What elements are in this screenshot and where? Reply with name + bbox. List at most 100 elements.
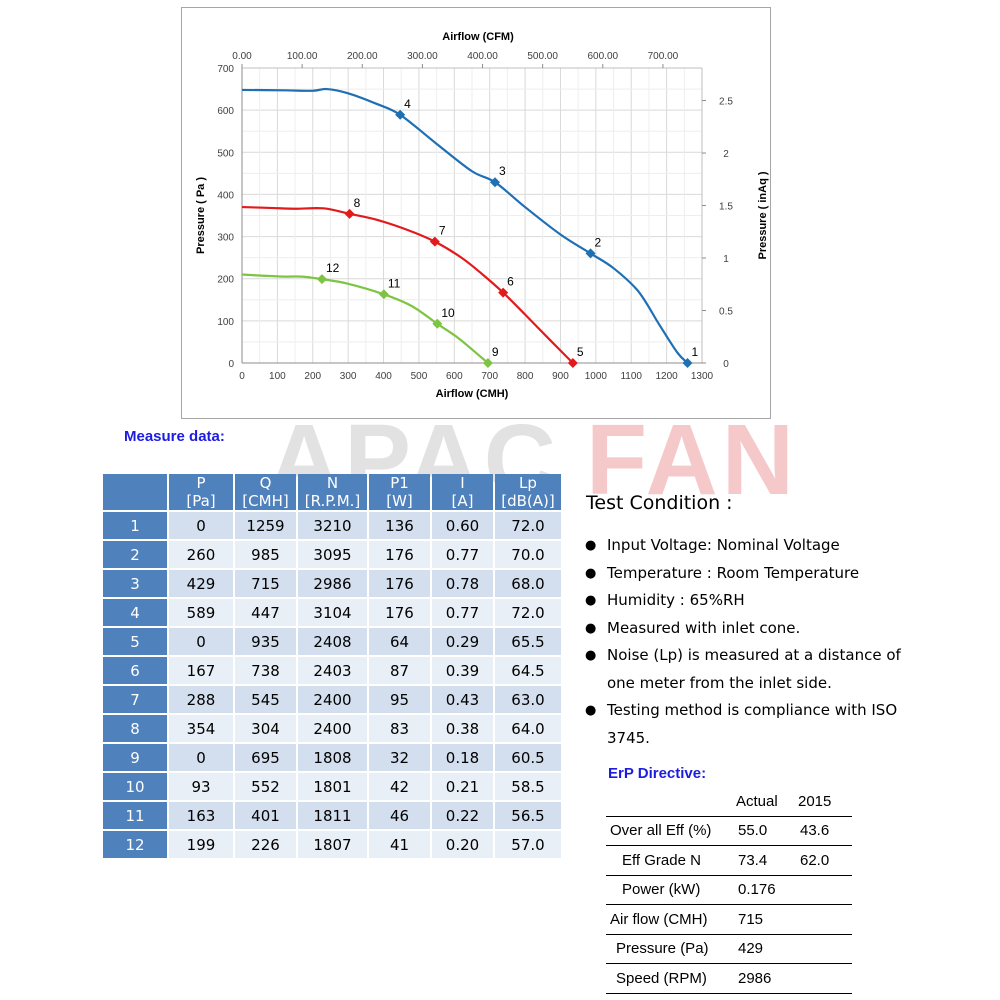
x2-axis-title: Airflow (CFM) — [442, 31, 514, 43]
x2-tick-label: 600.00 — [587, 51, 618, 62]
table-row: 2 260 985 3095 176 0.77 70.0 — [103, 541, 561, 568]
table-cell: 1808 — [298, 744, 367, 771]
erp-row-actual: 715 — [736, 904, 798, 935]
erp-row-label: Eff Grade N — [606, 845, 736, 876]
table-cell: 0.78 — [432, 570, 493, 597]
header-name: I — [460, 474, 465, 492]
table-cell: 935 — [235, 628, 296, 655]
erp-row-2015 — [798, 904, 852, 935]
x2-tick-label: 300.00 — [407, 51, 438, 62]
y2-tick-label: 2.5 — [719, 97, 733, 108]
erp-row: Air flow (CMH) 715 — [606, 904, 852, 935]
header-unit: [CMH] — [242, 492, 289, 510]
row-index-cell: 11 — [103, 802, 167, 829]
header-name: P — [196, 474, 206, 492]
measure-table-body: 1 0 1259 3210 136 0.60 72.0 2 260 985 3095 176 0.77 7… — [103, 512, 561, 858]
table-row: 10 93 552 1801 42 0.21 58.5 — [103, 773, 561, 800]
y-tick-label: 300 — [217, 233, 234, 244]
table-row: 4 589 447 3104 176 0.77 72.0 — [103, 599, 561, 626]
y2-tick-label: 1 — [723, 254, 729, 265]
table-cell: 176 — [369, 570, 430, 597]
y-axis-title: Pressure ( Pa ) — [195, 177, 207, 254]
x-tick-label: 900 — [552, 371, 569, 382]
data-point-label: 10 — [441, 306, 455, 320]
performance-chart: 0 100 200 300 400 500 600 700 800 900 1000 1100 1200… — [195, 31, 769, 400]
table-header-lp: Lp [dB(A)] — [495, 474, 561, 510]
erp-directive-title: ErP Directive: — [608, 765, 707, 782]
erp-table-body: Actual 2015 Over all Eff (%) 55.0 43.6 Eff … — [606, 787, 852, 994]
test-condition-item: Humidity : 65%RH — [585, 587, 905, 615]
header-name: N — [326, 474, 339, 492]
x2-tick-label: 700.00 — [648, 51, 679, 62]
table-cell: 0.60 — [432, 512, 493, 539]
erp-row-2015 — [798, 963, 852, 994]
table-row: 12 199 226 1807 41 0.20 57.0 — [103, 831, 561, 858]
y2-tick-label: 2 — [723, 149, 729, 160]
x-axis-title: Airflow (CMH) — [436, 388, 509, 400]
erp-row-label: Air flow (CMH) — [606, 904, 736, 935]
table-header-i: I [A] — [432, 474, 493, 510]
erp-row-2015: 62.0 — [798, 845, 852, 876]
header-name: Q — [259, 474, 272, 492]
table-cell: 401 — [235, 802, 296, 829]
table-cell: 72.0 — [495, 599, 561, 626]
erp-row: Pressure (Pa) 429 — [606, 934, 852, 964]
data-point-marker — [316, 274, 327, 285]
test-condition-item: Noise (Lp) is measured at a distance of … — [585, 642, 905, 697]
table-cell: 176 — [369, 541, 430, 568]
x-tick-label: 200 — [304, 371, 321, 382]
table-cell: 0.77 — [432, 599, 493, 626]
erp-row-actual: 55.0 — [736, 816, 798, 846]
y-tick-label: 700 — [217, 64, 234, 75]
table-cell: 0.20 — [432, 831, 493, 858]
erp-col-2015: 2015 — [798, 787, 852, 817]
y-tick-label: 500 — [217, 148, 234, 159]
erp-col-actual: Actual — [736, 787, 798, 817]
table-cell: 0.39 — [432, 657, 493, 684]
data-point-label: 6 — [507, 275, 514, 289]
erp-row-actual: 2986 — [736, 963, 798, 994]
y2-tick-label: 0 — [723, 359, 729, 370]
data-point-marker — [498, 287, 509, 298]
x-tick-label: 1300 — [691, 371, 714, 382]
table-cell: 0.38 — [432, 715, 493, 742]
data-point-marker — [585, 248, 596, 259]
table-row: 11 163 401 1811 46 0.22 56.5 — [103, 802, 561, 829]
table-cell: 0.77 — [432, 541, 493, 568]
test-condition-item: Measured with inlet cone. — [585, 615, 905, 643]
table-cell: 163 — [169, 802, 233, 829]
table-cell: 1801 — [298, 773, 367, 800]
table-row: 3 429 715 2986 176 0.78 68.0 — [103, 570, 561, 597]
data-point-marker — [482, 358, 493, 368]
table-cell: 226 — [235, 831, 296, 858]
table-cell: 552 — [235, 773, 296, 800]
data-point-label: 12 — [326, 261, 340, 275]
table-cell: 2400 — [298, 715, 367, 742]
table-cell: 0.22 — [432, 802, 493, 829]
table-cell: 0 — [169, 628, 233, 655]
erp-row-label: Pressure (Pa) — [606, 934, 736, 964]
table-row: 1 0 1259 3210 136 0.60 72.0 — [103, 512, 561, 539]
data-point-marker — [429, 236, 440, 247]
chart-frame: 0 100 200 300 400 500 600 700 800 900 1000 1100 1200… — [181, 7, 771, 419]
row-index-cell: 10 — [103, 773, 167, 800]
table-cell: 447 — [235, 599, 296, 626]
table-cell: 95 — [369, 686, 430, 713]
data-point-marker — [567, 358, 578, 368]
x-tick-label: 1100 — [620, 371, 642, 382]
row-index-cell: 2 — [103, 541, 167, 568]
x2-tick-label: 500.00 — [527, 51, 558, 62]
table-header-n: N [R.P.M.] — [298, 474, 367, 510]
data-point-marker — [682, 358, 693, 368]
table-cell: 3095 — [298, 541, 367, 568]
x-tick-label: 700 — [481, 371, 498, 382]
erp-row-label: Over all Eff (%) — [606, 816, 736, 846]
table-cell: 2400 — [298, 686, 367, 713]
table-cell: 41 — [369, 831, 430, 858]
table-cell: 1807 — [298, 831, 367, 858]
erp-header-blank — [606, 787, 736, 817]
erp-row-label: Power (kW) — [606, 875, 736, 905]
erp-header-row: Actual 2015 — [606, 787, 852, 817]
row-index-cell: 1 — [103, 512, 167, 539]
table-cell: 695 — [235, 744, 296, 771]
